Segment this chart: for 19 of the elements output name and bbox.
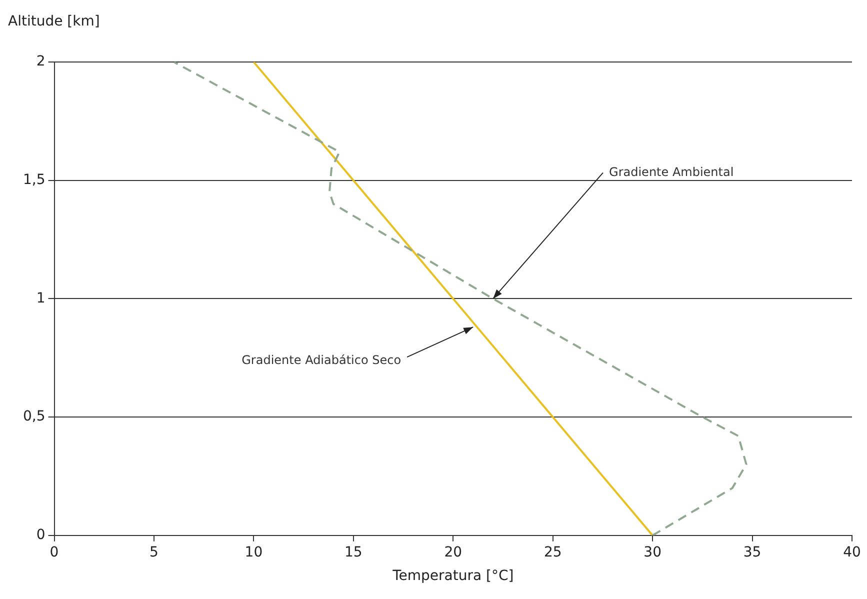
x-tick-label: 15 [344, 544, 362, 560]
x-tick-label: 0 [50, 544, 59, 560]
x-tick-label: 30 [644, 544, 662, 560]
y-tick-label: 2 [36, 54, 46, 70]
x-tick-label: 10 [244, 544, 263, 560]
y-tick-label: 1 [36, 290, 46, 306]
y-tick-label: 1,5 [23, 172, 46, 188]
x-tick-label: 25 [544, 544, 562, 560]
line-series [172, 62, 748, 536]
x-axis-title: Temperatura [°C] [392, 568, 514, 584]
y-axis-title: Altitude [km] [8, 14, 100, 30]
y-tick-label: 0,5 [23, 408, 46, 425]
annotation: Gradiente Ambiental [609, 164, 734, 179]
annotation: Gradiente Adiabático Seco [242, 353, 402, 368]
y-tick-label: 0 [36, 527, 46, 544]
x-tick-label: 40 [843, 544, 861, 560]
x-tick-label: 35 [743, 544, 762, 560]
x-tick-label: 20 [444, 544, 462, 560]
x-tick-label: 5 [150, 544, 158, 560]
